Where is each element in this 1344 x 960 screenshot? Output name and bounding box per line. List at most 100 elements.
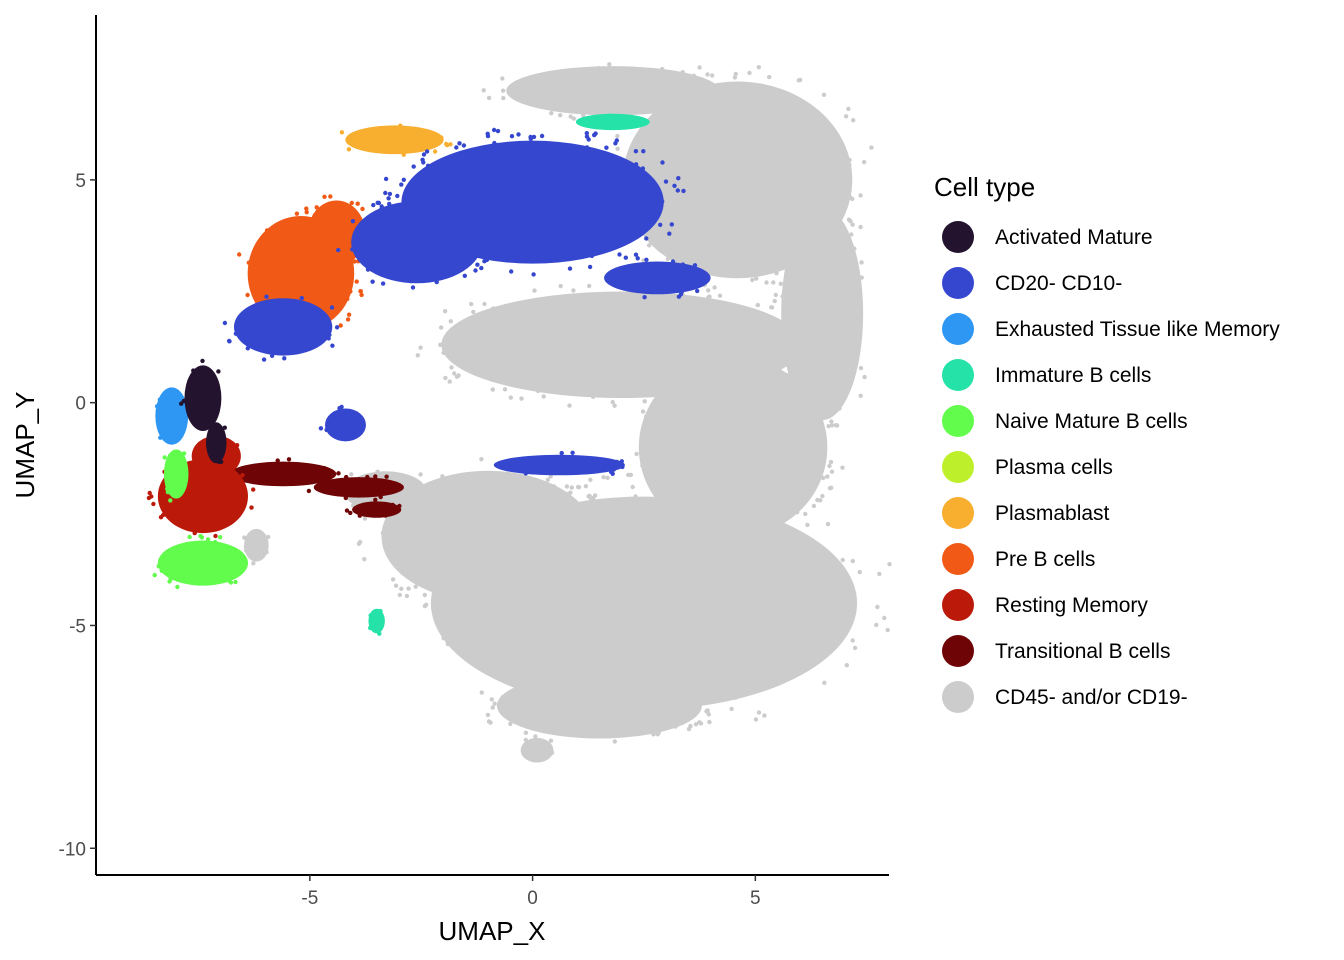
- legend-item: Exhausted Tissue like Memory: [942, 313, 1280, 345]
- data-point: [494, 548, 499, 554]
- data-point: [660, 160, 665, 165]
- data-point: [688, 104, 693, 110]
- data-point: [660, 673, 666, 679]
- data-point: [586, 460, 591, 465]
- data-point: [644, 414, 649, 419]
- data-point: [530, 355, 535, 360]
- data-point: [464, 359, 469, 364]
- data-point: [542, 749, 547, 754]
- data-point: [377, 631, 382, 636]
- data-point: [479, 265, 484, 271]
- data-point: [580, 683, 585, 689]
- data-point: [869, 145, 874, 150]
- data-point: [760, 180, 765, 186]
- data-point: [740, 505, 746, 510]
- data-point: [249, 505, 254, 510]
- data-point: [443, 577, 449, 582]
- data-point: [242, 535, 247, 540]
- data-point: [768, 635, 773, 640]
- data-point: [366, 263, 371, 268]
- data-point: [592, 493, 598, 498]
- data-point: [554, 165, 559, 170]
- data-point: [251, 487, 256, 492]
- data-point: [588, 232, 594, 238]
- data-point: [605, 533, 611, 539]
- data-point: [473, 268, 478, 273]
- data-point: [382, 143, 387, 148]
- data-point: [549, 581, 555, 586]
- data-point: [792, 390, 798, 395]
- data-point: [581, 382, 587, 388]
- data-point: [191, 368, 196, 373]
- data-point: [444, 185, 450, 191]
- data-point: [833, 180, 838, 185]
- data-point: [788, 623, 793, 629]
- data-point: [640, 727, 645, 732]
- data-point: [645, 232, 650, 237]
- data-point: [566, 73, 571, 78]
- data-point: [843, 357, 849, 363]
- data-point: [310, 227, 315, 232]
- data-point: [803, 511, 808, 517]
- data-point: [822, 381, 827, 387]
- data-point: [848, 195, 853, 200]
- data-point: [733, 533, 738, 539]
- data-point: [849, 376, 855, 381]
- data-point: [397, 503, 402, 509]
- data-point: [243, 544, 249, 550]
- data-point: [167, 478, 172, 483]
- data-point: [314, 205, 319, 210]
- data-point: [596, 106, 601, 111]
- data-point: [484, 549, 490, 554]
- data-point: [521, 479, 527, 484]
- data-point: [373, 261, 378, 266]
- data-point: [651, 417, 657, 422]
- data-point: [624, 602, 630, 607]
- data-point: [369, 225, 374, 231]
- data-point: [635, 539, 640, 544]
- data-point: [233, 471, 238, 476]
- data-point: [299, 295, 304, 301]
- point-cloud-core: [157, 540, 249, 586]
- data-point: [847, 188, 852, 193]
- data-point: [463, 318, 469, 323]
- data-point: [301, 307, 306, 312]
- data-point: [664, 700, 669, 706]
- data-point: [264, 294, 269, 299]
- data-point: [418, 472, 423, 477]
- data-point: [496, 477, 501, 482]
- data-point: [639, 118, 644, 124]
- data-point: [756, 65, 761, 70]
- data-point: [858, 224, 863, 230]
- data-point: [703, 105, 708, 110]
- data-point: [360, 206, 365, 212]
- data-point: [535, 388, 541, 394]
- data-point: [539, 671, 545, 676]
- data-point: [807, 329, 812, 334]
- data-point: [746, 500, 752, 505]
- data-point: [778, 377, 783, 383]
- data-point: [670, 394, 676, 400]
- data-point: [508, 373, 514, 378]
- data-point: [799, 449, 804, 454]
- data-point: [874, 622, 879, 628]
- data-point: [882, 615, 887, 621]
- data-point: [264, 228, 270, 233]
- data-point: [391, 271, 396, 276]
- series-plasmablast: [339, 123, 453, 157]
- data-point: [730, 205, 735, 211]
- data-point: [418, 193, 423, 198]
- data-point: [788, 466, 793, 472]
- data-point: [794, 510, 800, 515]
- data-point: [778, 121, 783, 126]
- data-point: [452, 371, 457, 376]
- data-point: [327, 332, 332, 338]
- data-point: [491, 306, 496, 311]
- data-point: [395, 193, 400, 199]
- data-point: [412, 221, 417, 226]
- data-point: [654, 91, 660, 96]
- data-point: [287, 348, 292, 353]
- data-point: [254, 292, 259, 297]
- data-point: [525, 703, 531, 709]
- data-point: [580, 343, 585, 349]
